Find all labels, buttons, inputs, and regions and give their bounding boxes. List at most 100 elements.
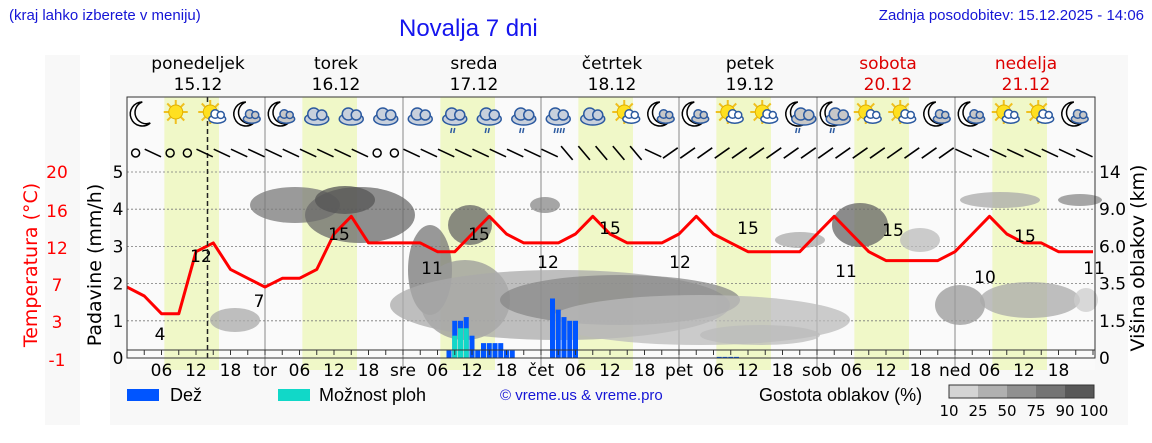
sun-icon	[163, 100, 188, 124]
wind-barb-icon	[835, 147, 851, 159]
rain-bar	[734, 356, 739, 358]
x-tick-label: ned	[939, 361, 971, 381]
temperature-value-label: 12	[669, 253, 691, 273]
temperature-value-label: 15	[882, 221, 904, 241]
x-tick-label: 12	[461, 361, 483, 381]
cloud-density-tick: 100	[1080, 402, 1109, 420]
shower-bar	[458, 328, 463, 358]
sun-cloud-icon	[1026, 100, 1055, 124]
sun-cloud-icon	[715, 100, 744, 124]
cloud-density-swatch	[949, 385, 978, 398]
wind-barb-icon	[1075, 148, 1093, 158]
day-name: ponedeljek	[151, 54, 245, 74]
cloud-density-tick: 25	[968, 402, 987, 420]
wind-barb-icon	[904, 147, 920, 159]
temperature-value-label: 15	[1014, 227, 1036, 247]
day-name: nedelja	[995, 54, 1057, 74]
cloud-icon	[338, 107, 364, 126]
x-tick-label: 12	[737, 361, 759, 381]
day-date: 20.12	[864, 75, 913, 95]
cloud-density-area	[935, 285, 985, 325]
wind-barb-icon	[594, 145, 608, 161]
cloud-heavy-rain-icon	[545, 107, 571, 134]
rain-bar	[728, 356, 734, 358]
wind-barb-icon	[437, 148, 455, 158]
wind-barb-icon	[921, 147, 937, 159]
temperature-value-label: 15	[599, 219, 621, 239]
moon-cloud-icon	[233, 101, 261, 127]
cloud-height-axis-tick: 3.5	[1099, 275, 1126, 295]
cloud-density-area	[1058, 194, 1102, 206]
wind-barb-icon	[852, 147, 868, 159]
wind-barb-icon	[454, 148, 472, 158]
rain-bar	[567, 320, 573, 358]
sun-cloud-icon	[991, 100, 1020, 124]
x-tick-label: 18	[634, 361, 656, 381]
x-tick-label: 12	[185, 361, 207, 381]
cloud-height-axis-tick: 14	[1099, 163, 1121, 183]
precip-axis-tick: 5	[113, 163, 124, 183]
wind-barb-icon	[989, 148, 1007, 158]
temperature-value-label: 11	[1083, 259, 1105, 279]
wind-barb-icon	[1041, 148, 1059, 158]
rain-bar	[475, 350, 481, 358]
temp-axis-label: Temperatura (°C)	[20, 183, 42, 348]
moon-cloud-rain-icon	[785, 101, 817, 134]
cloud-density-area	[530, 197, 560, 213]
moon-cloud-icon	[923, 101, 951, 127]
rain-bar	[481, 343, 486, 358]
cloud-density-swatch	[1036, 385, 1065, 398]
precip-axis-tick: 3	[113, 237, 124, 257]
x-tick-label: 18	[220, 361, 242, 381]
page-title: Novalja 7 dni	[399, 15, 538, 42]
wind-barb-icon	[316, 148, 334, 158]
sun-cloud-icon	[750, 100, 779, 124]
cloud-density-area	[700, 325, 820, 345]
cloud-icon	[373, 107, 399, 126]
x-tick-label: čet	[528, 361, 555, 381]
wind-barb-icon	[334, 148, 352, 158]
wind-calm-icon	[130, 148, 141, 158]
rain-bar	[492, 343, 498, 358]
cloud-density-swatch	[1007, 385, 1036, 398]
wind-barb-icon	[489, 148, 507, 158]
wind-barb-icon	[351, 148, 369, 158]
wind-barb-icon	[766, 147, 782, 159]
wind-barb-icon	[800, 147, 817, 159]
temperature-value-label: 4	[155, 325, 166, 345]
precip-axis-tick: 1	[113, 312, 124, 332]
wind-barb-icon	[472, 148, 490, 158]
location-hint[interactable]: (kraj lahko izberete v meniju)	[9, 7, 201, 24]
cloud-height-axis-tick: 6.0	[1099, 237, 1126, 257]
cloud-density-swatch	[978, 385, 1007, 398]
sun-cloud-icon	[888, 100, 917, 124]
x-tick-label: 18	[1048, 361, 1070, 381]
wind-barb-icon	[972, 148, 990, 158]
wind-barb-icon	[506, 148, 524, 158]
x-tick-label: 18	[910, 361, 932, 381]
moon-icon	[129, 101, 151, 127]
x-tick-label: 06	[565, 361, 587, 381]
rain-bar	[498, 343, 504, 358]
copyright-link[interactable]: © vreme.us & vreme.pro	[500, 387, 663, 404]
wind-barb-icon	[1024, 148, 1042, 158]
x-tick-label: 12	[323, 361, 345, 381]
cloud-density-area	[832, 203, 888, 247]
wind-barb-icon	[523, 148, 541, 158]
temp-axis-tick: 7	[52, 276, 63, 296]
wind-barb-icon	[282, 148, 300, 158]
sun-cloud-icon	[853, 100, 882, 124]
cloud-icon	[407, 107, 433, 126]
rain-bar	[716, 356, 722, 358]
day-date: 15.12	[174, 75, 223, 95]
cloud-density-tick: 75	[1026, 402, 1045, 420]
showers-legend-swatch	[278, 389, 310, 401]
shower-bar	[463, 328, 469, 358]
x-tick-label: 06	[703, 361, 725, 381]
x-tick-label: 06	[151, 361, 173, 381]
x-tick-label: sre	[390, 361, 416, 381]
sun-cloud-icon	[612, 100, 641, 124]
cloud-density-area	[980, 282, 1080, 318]
wind-barb-icon	[403, 148, 421, 158]
